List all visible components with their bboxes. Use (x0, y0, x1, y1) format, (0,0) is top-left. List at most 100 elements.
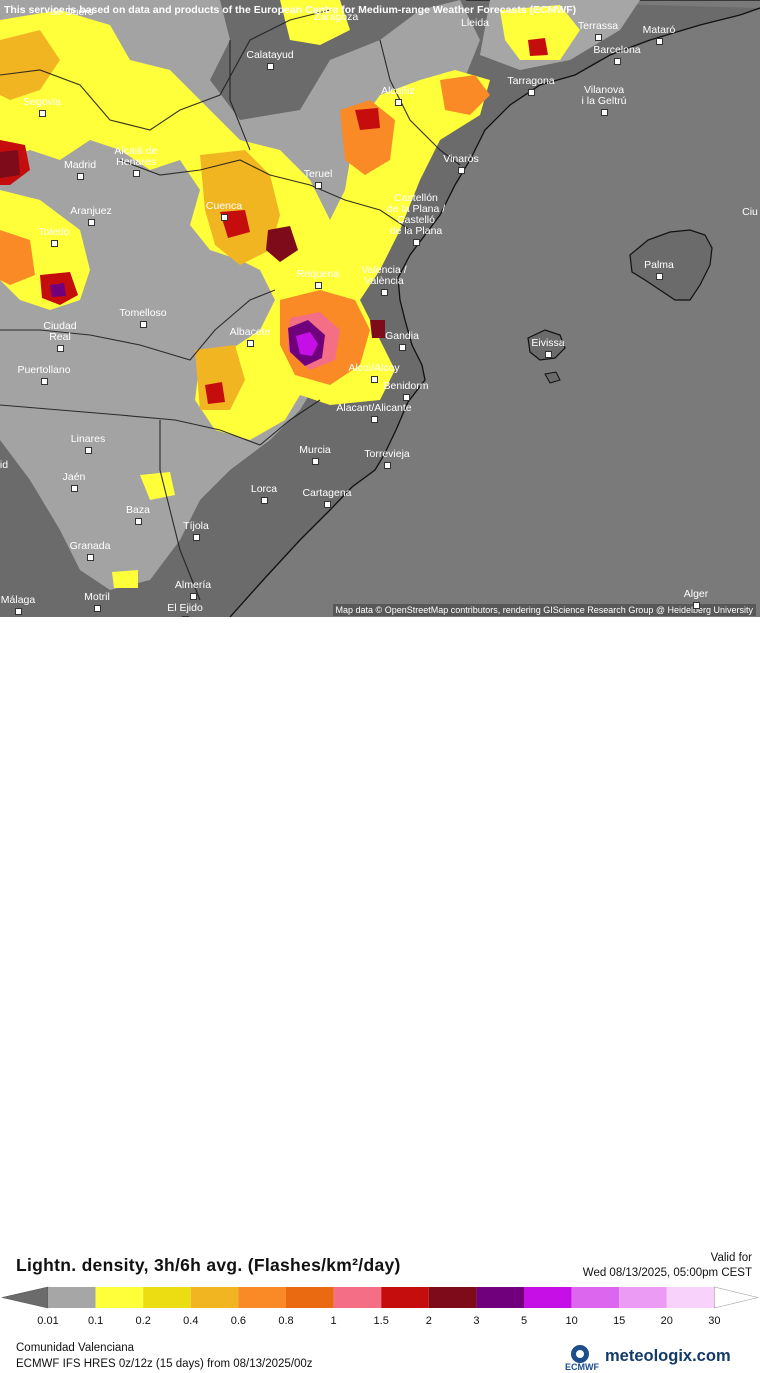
city-marker (371, 376, 378, 383)
colorbar-tick-label: 0.01 (37, 1315, 59, 1327)
city-label: Gandia (385, 330, 419, 342)
colorbar-low-cap (1, 1286, 49, 1309)
city-marker (190, 593, 197, 600)
city-marker (41, 378, 48, 385)
city-label: Almería (174, 579, 212, 591)
colorbar-tick-label: 3 (473, 1315, 480, 1327)
city-marker (324, 501, 331, 508)
city-marker (403, 394, 410, 401)
city-label: Motril (84, 591, 110, 603)
city-label: Baza (126, 504, 150, 516)
color-scale-bar (1, 1286, 759, 1309)
city-label: Cuenca (205, 200, 243, 212)
colorbar-tick-label: 0.8 (278, 1315, 294, 1327)
colorbar-high-cap (714, 1286, 759, 1309)
city-marker (458, 167, 465, 174)
ecmwf-logo-text[interactable]: ECMWF (565, 1362, 599, 1372)
city-label: Jaén (62, 471, 86, 483)
city-label: Aranjuez (70, 205, 112, 217)
city-marker (51, 240, 58, 247)
city-label: de Duero (50, 6, 94, 18)
city-marker (221, 214, 228, 221)
colorbar-segment (48, 1287, 96, 1308)
colorbar-tick-label: 15 (613, 1315, 626, 1327)
city-marker (39, 110, 46, 117)
ecmwf-attribution-banner: This service is based on data and produc… (4, 4, 577, 16)
city-label: Puertollano (17, 364, 71, 376)
city-marker (315, 282, 322, 289)
city-label: Barcelona (593, 44, 641, 56)
city-marker (15, 608, 22, 615)
colorbar-segment (333, 1287, 382, 1308)
city-marker (371, 416, 378, 423)
model-info: ECMWF IFS HRES 0z/12z (15 days) from 08/… (16, 1358, 313, 1370)
city-label: Tíjola (183, 520, 209, 532)
map-layer (0, 0, 760, 617)
city-marker (88, 219, 95, 226)
city-label: Alacant/Alicante (336, 402, 412, 414)
city-label: Vilanova i la Geltrú (581, 84, 627, 107)
city-label: Alger (683, 588, 709, 600)
colorbar-segment (286, 1287, 334, 1308)
city-label: Palma (644, 259, 674, 271)
city-marker (614, 58, 621, 65)
city-marker (182, 616, 189, 617)
city-marker (312, 458, 319, 465)
city-label: Murcia (299, 444, 331, 456)
colorbar-tick-label: 30 (708, 1315, 721, 1327)
colorbar-segment (238, 1287, 286, 1308)
city-label: Terrassa (577, 20, 619, 32)
city-marker (77, 173, 84, 180)
colorbar-segment (190, 1287, 239, 1308)
city-label: Zaragoza (313, 11, 359, 23)
colorbar-tick-label: 1.5 (373, 1315, 389, 1327)
city-marker (381, 289, 388, 296)
colorbar-tick-label: 1 (330, 1315, 337, 1327)
colorbar-segment (666, 1287, 715, 1308)
city-marker (399, 344, 406, 351)
city-label: Alcañiz (381, 85, 415, 97)
city-label: Madrid (63, 159, 97, 171)
city-label: Ciudad Real (43, 320, 77, 343)
valid-date: Wed 08/13/2025, 05:00pm CEST (582, 1267, 752, 1279)
city-marker (71, 485, 78, 492)
city-marker (87, 554, 94, 561)
colorbar-tick-label: 0.4 (183, 1315, 199, 1327)
city-marker (267, 63, 274, 70)
colorbar-tick-label: 0.1 (87, 1315, 104, 1327)
city-marker (140, 321, 147, 328)
city-marker (261, 497, 268, 504)
city-marker (601, 109, 608, 116)
colorbar-tick-label: 0.2 (135, 1315, 151, 1327)
city-label: Lorca (250, 483, 278, 495)
map-data-credit[interactable]: Map data © OpenStreetMap contributors, r… (332, 604, 756, 616)
colorbar-tick-label: 10 (565, 1315, 578, 1327)
city-label: El Ejido (167, 602, 203, 614)
forecast-map[interactable]: This service is based on data and produc… (0, 0, 760, 617)
colorbar-segment (476, 1287, 524, 1308)
city-marker (384, 462, 391, 469)
city-marker (595, 34, 602, 41)
city-marker (133, 170, 140, 177)
colorbar-segment (571, 1287, 620, 1308)
city-marker (656, 273, 663, 280)
city-label: id (0, 459, 9, 471)
city-marker (94, 605, 101, 612)
legend-panel: Lightn. density, 3h/6h avg. (Flashes/km²… (0, 617, 760, 1372)
colorbar-tick-label: 20 (660, 1315, 673, 1327)
city-marker (247, 340, 254, 347)
colorbar-tick-label: 2 (425, 1315, 432, 1327)
city-label: Ciu (742, 206, 758, 218)
city-label: Lleida (460, 17, 490, 29)
city-marker (193, 534, 200, 541)
city-label: Cartagena (302, 487, 352, 499)
city-label: Teruel (303, 168, 333, 180)
meteologix-logo[interactable]: meteologix.com (605, 1347, 731, 1365)
city-label: Requena (296, 268, 340, 280)
city-marker (413, 239, 420, 246)
legend-title: Lightn. density, 3h/6h avg. (Flashes/km²… (16, 1255, 401, 1275)
colorbar-segment (428, 1287, 477, 1308)
city-label: Albacete (229, 326, 271, 338)
colorbar-segment (524, 1287, 572, 1308)
region-name: Comunidad Valenciana (16, 1342, 135, 1354)
